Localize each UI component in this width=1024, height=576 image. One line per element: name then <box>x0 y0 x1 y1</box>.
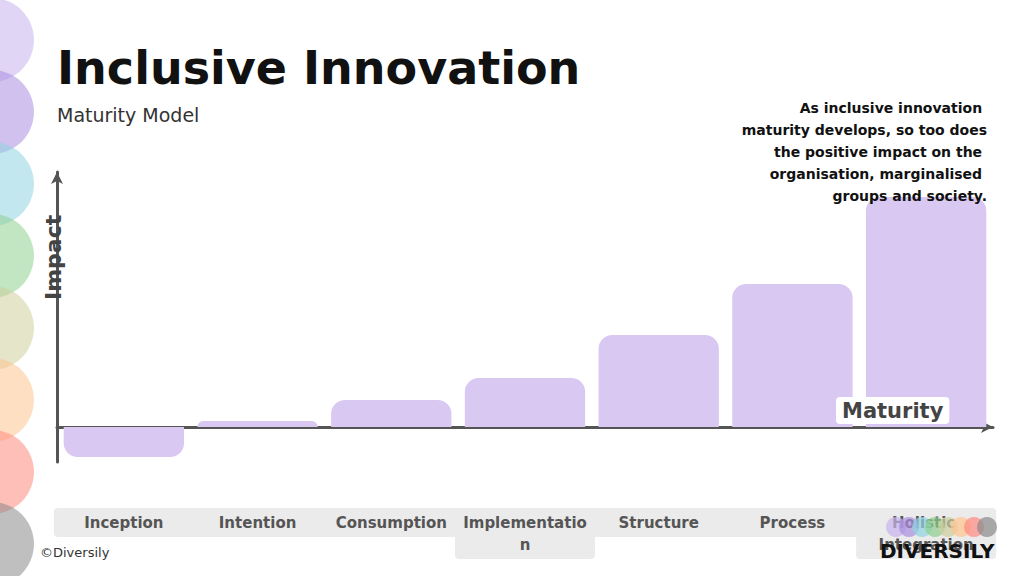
svg-text:groups and society.: groups and society. <box>833 188 987 204</box>
svg-text:Implementatio: Implementatio <box>463 514 587 532</box>
svg-text:Impact: Impact <box>41 214 66 300</box>
svg-text:As inclusive innovation: As inclusive innovation <box>800 100 987 116</box>
svg-text:the positive impact on the: the positive impact on the <box>769 144 987 160</box>
svg-text:organisation, marginalised: organisation, marginalised <box>770 166 987 182</box>
svg-text:Structure: Structure <box>619 514 699 532</box>
svg-text:DIVERSILY: DIVERSILY <box>880 539 995 563</box>
svg-text:Maturity Model: Maturity Model <box>57 104 199 126</box>
svg-text:Inception: Inception <box>84 514 163 532</box>
svg-text:Maturity: Maturity <box>842 399 944 423</box>
svg-text:©Diversily: ©Diversily <box>40 545 110 560</box>
svg-text:maturity develops, so too does: maturity develops, so too does <box>742 122 987 138</box>
svg-text:Consumption: Consumption <box>336 514 447 532</box>
svg-text:Inclusive Innovation: Inclusive Innovation <box>57 41 580 95</box>
svg-text:Process: Process <box>760 514 826 532</box>
svg-text:Intention: Intention <box>219 514 297 532</box>
svg-text:n: n <box>520 536 531 554</box>
